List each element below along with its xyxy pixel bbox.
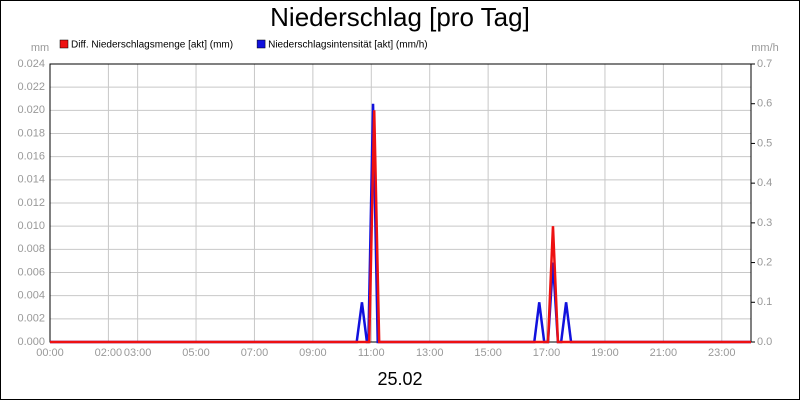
y2-tick-label: 0.3 — [757, 217, 772, 229]
x-tick-label: 09:00 — [299, 347, 327, 359]
chart-title: Niederschlag [pro Tag] — [270, 2, 530, 32]
y-tick-label: 0.006 — [17, 266, 45, 278]
legend-swatch — [59, 39, 69, 49]
y2-tick-label: 0.6 — [757, 98, 772, 110]
y-unit: mm — [31, 42, 49, 54]
y-tick-label: 0.002 — [17, 313, 45, 325]
y-tick-label: 0.020 — [17, 104, 45, 116]
y-tick-label: 0.018 — [17, 127, 45, 139]
legend-label: Diff. Niederschlagsmenge [akt] (mm) — [71, 40, 233, 51]
x-tick-label: 00:00 — [36, 347, 64, 359]
series-line — [50, 103, 751, 344]
y-tick-label: 0.014 — [17, 174, 45, 186]
y-tick-label: 0.010 — [17, 220, 45, 232]
y2-tick-label: 0.2 — [757, 256, 772, 268]
x-tick-label: 03:00 — [124, 347, 152, 359]
y2-tick-label: 0.0 — [757, 336, 772, 348]
y2-tick-label: 0.4 — [757, 177, 772, 189]
y-tick-label: 0.000 — [17, 336, 45, 348]
x-tick-label: 02:00 — [95, 347, 123, 359]
legend-label: Niederschlagsintensität [akt] (mm/h) — [268, 40, 428, 51]
y-tick-label: 0.004 — [17, 290, 45, 302]
y-tick-label: 0.012 — [17, 197, 45, 209]
y-tick-label: 0.022 — [17, 81, 45, 93]
x-tick-label: 23:00 — [708, 347, 736, 359]
y-tick-label: 0.024 — [17, 58, 45, 70]
x-tick-label: 13:00 — [416, 347, 444, 359]
y2-tick-label: 0.5 — [757, 137, 772, 149]
y-tick-label: 0.016 — [17, 151, 45, 163]
x-tick-label: 11:00 — [358, 347, 385, 359]
series-line — [50, 110, 751, 344]
x-tick-label: 05:00 — [182, 347, 210, 359]
x-label: 25.02 — [377, 369, 422, 389]
x-tick-label: 17:00 — [533, 347, 561, 359]
y2-tick-label: 0.1 — [757, 296, 772, 308]
y2-tick-label: 0.7 — [757, 58, 772, 70]
legend-swatch — [256, 39, 266, 49]
y2-unit: mm/h — [751, 42, 779, 54]
x-tick-label: 15:00 — [474, 347, 502, 359]
x-tick-label: 07:00 — [241, 347, 269, 359]
x-tick-label: 19:00 — [591, 347, 619, 359]
x-tick-label: 21:00 — [650, 347, 678, 359]
y-tick-label: 0.008 — [17, 243, 45, 255]
